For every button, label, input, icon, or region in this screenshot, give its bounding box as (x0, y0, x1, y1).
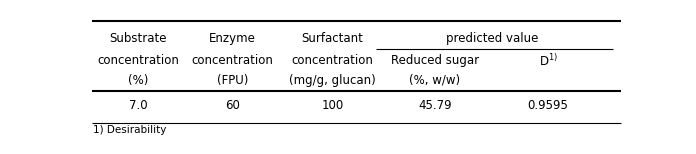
Text: (%): (%) (128, 74, 148, 87)
Text: 1) Desirability: 1) Desirability (93, 125, 167, 135)
Text: Enzyme: Enzyme (209, 32, 256, 45)
Text: 60: 60 (226, 99, 240, 111)
Text: 0.9595: 0.9595 (528, 99, 569, 111)
Text: D$^{1)}$: D$^{1)}$ (539, 53, 557, 69)
Text: (%, w/w): (%, w/w) (409, 74, 461, 87)
Text: concentration: concentration (97, 54, 179, 67)
Text: concentration: concentration (292, 54, 373, 67)
Text: Reduced sugar: Reduced sugar (391, 54, 479, 67)
Text: (FPU): (FPU) (217, 74, 248, 87)
Text: Surfactant: Surfactant (301, 32, 363, 45)
Text: predicted value: predicted value (446, 32, 539, 45)
Text: concentration: concentration (191, 54, 274, 67)
Text: 7.0: 7.0 (129, 99, 148, 111)
Text: Substrate: Substrate (109, 32, 167, 45)
Text: 100: 100 (322, 99, 344, 111)
Text: (mg/g, glucan): (mg/g, glucan) (289, 74, 376, 87)
Text: 45.79: 45.79 (418, 99, 452, 111)
